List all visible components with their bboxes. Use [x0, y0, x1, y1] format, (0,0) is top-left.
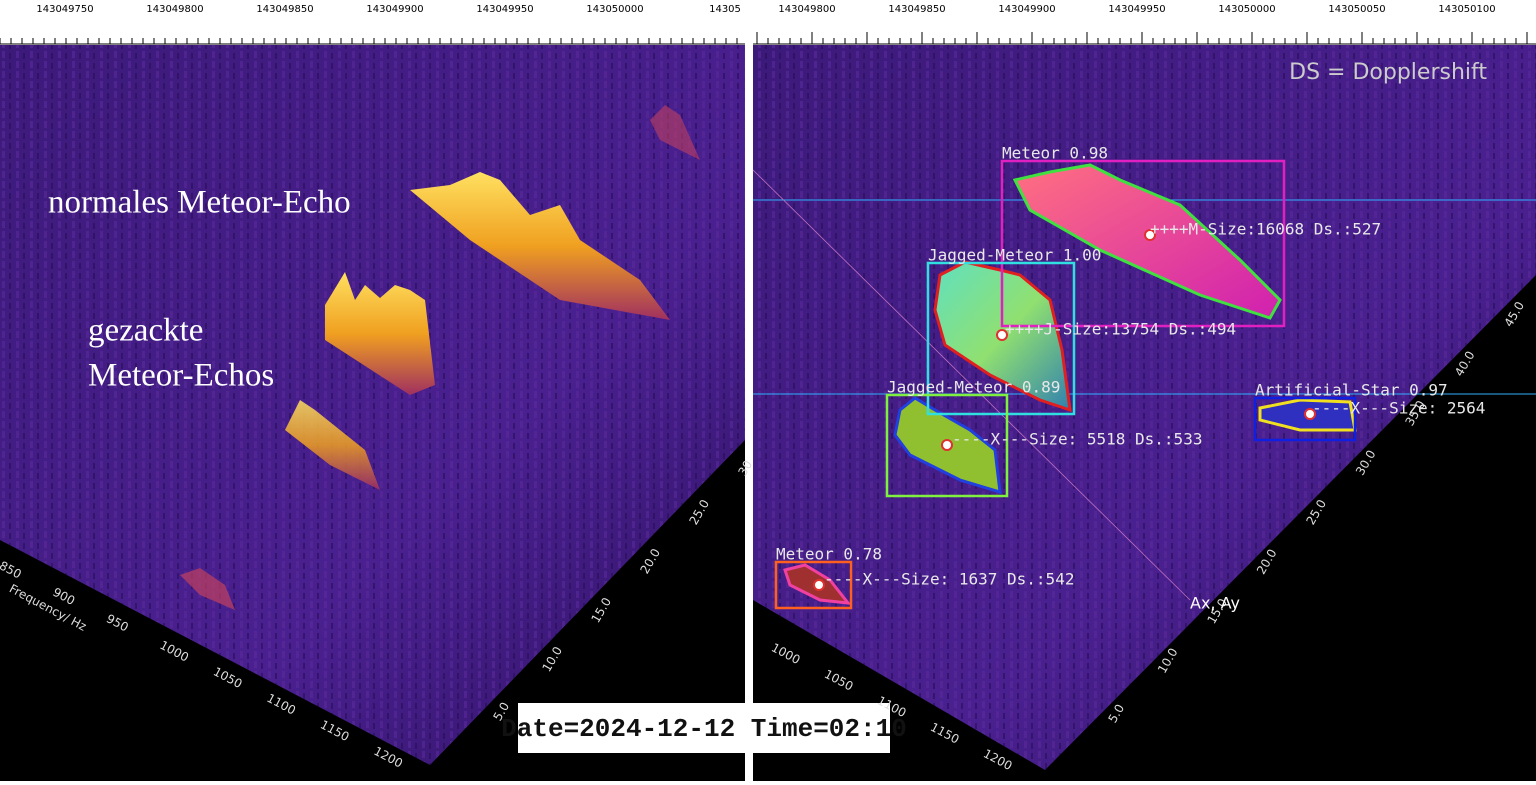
echo	[650, 105, 700, 160]
detection-center	[813, 579, 825, 591]
detection-info: ----X---Size: 1637 Ds.:542	[824, 570, 1074, 589]
detection-label: Jagged-Meteor 0.89	[887, 378, 1060, 397]
top-tick-label: 143050000	[1218, 4, 1275, 15]
detection-info: ----X---Size: 2564	[1312, 399, 1485, 418]
detection-box	[1253, 396, 1357, 442]
top-tick-label: 14305	[709, 4, 741, 15]
time-tick-label: 30	[736, 458, 756, 478]
guide-line	[752, 169, 1191, 601]
annotation: Meteor-Echos	[88, 358, 274, 394]
top-tick-label: 143049900	[366, 4, 423, 15]
detection-center	[1304, 408, 1316, 420]
detection-center	[941, 439, 953, 451]
top-tick-label: 143049800	[778, 4, 835, 15]
top-tick-label: 143050000	[586, 4, 643, 15]
detection-box	[885, 393, 1009, 498]
axis-note: Ax, Ay	[1190, 594, 1240, 613]
detection-info: ++++J-Size:13754 Ds.:494	[1005, 320, 1236, 339]
detection-contour	[1012, 163, 1282, 320]
echo	[285, 400, 380, 490]
detection-center	[996, 329, 1008, 341]
separator	[745, 0, 753, 781]
detection-label: Meteor 0.78	[776, 545, 882, 564]
echo	[325, 272, 435, 395]
detection-label: Jagged-Meteor 1.00	[928, 246, 1101, 265]
top-tick-label: 143049800	[146, 4, 203, 15]
top-tick-label: 143049850	[256, 4, 313, 15]
detection-box	[926, 261, 1076, 416]
floor	[753, 275, 1536, 781]
annotation: normales Meteor-Echo	[48, 185, 351, 221]
top-tick-label: 143050050	[1328, 4, 1385, 15]
detection-info: ----X---Size: 5518 Ds.:533	[952, 430, 1202, 449]
top-tick-label: 143049750	[36, 4, 93, 15]
top-tick-label: 143049950	[1108, 4, 1165, 15]
top-tick-label: 143049850	[888, 4, 945, 15]
annotation: gezackte	[88, 313, 203, 349]
detection-label: Meteor 0.98	[1002, 144, 1108, 163]
floor	[0, 440, 745, 781]
timestamp: Date=2024-12-12 Time=02:10	[501, 714, 907, 744]
detection-box	[774, 560, 853, 610]
detection-info: ++++M-Size:16068 Ds.:527	[1150, 220, 1381, 239]
timestamp-box	[518, 703, 890, 753]
detection-box	[1000, 159, 1286, 328]
top-tick-label: 143049900	[998, 4, 1055, 15]
echo	[410, 172, 670, 320]
legend-note: DS = Dopplershift	[1289, 60, 1487, 85]
detection-label: Artificial-Star 0.97	[1255, 381, 1448, 400]
top-tick-label: 143050100	[1438, 4, 1495, 15]
detection-center	[1144, 229, 1156, 241]
echo	[180, 568, 235, 610]
top-tick-label: 143049950	[476, 4, 533, 15]
